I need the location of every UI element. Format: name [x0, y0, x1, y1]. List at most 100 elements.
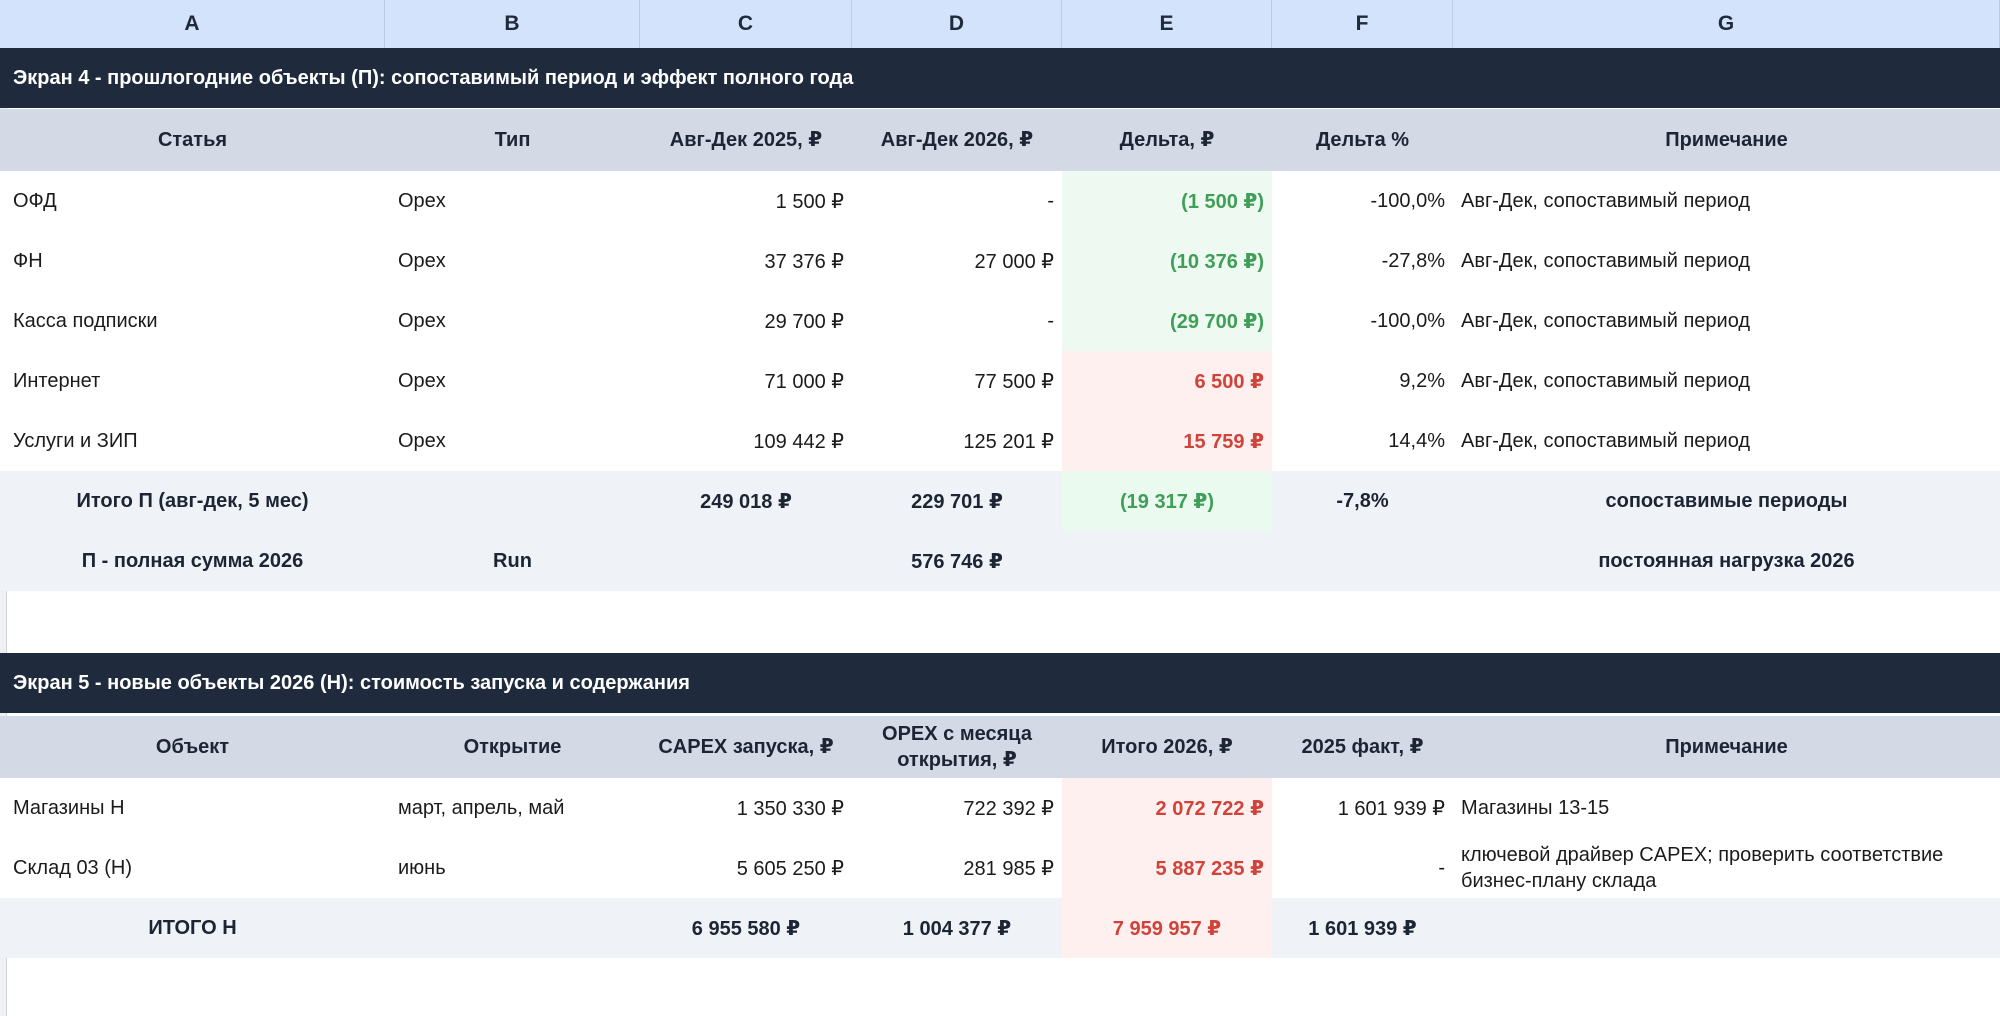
table-row[interactable]: ОФД Opex 1 500 ₽ - (1 500 ₽) -100,0% Авг… — [0, 171, 2000, 231]
cell-2025[interactable]: 71 000 ₽ — [764, 370, 844, 393]
cell-delta-pct[interactable]: -27,8% — [1381, 249, 1445, 272]
total-capex[interactable]: 6 955 580 ₽ — [691, 917, 801, 940]
cell-2025[interactable]: 29 700 ₽ — [764, 310, 844, 333]
full-label[interactable]: П - полная сумма 2026 — [81, 549, 304, 572]
column-header-bar: A B C D E F G — [0, 0, 2000, 49]
screen5-title: Экран 5 - новые объекты 2026 (Н): стоимо… — [13, 671, 690, 694]
table-row[interactable]: Склад 03 (Н) июнь 5 605 250 ₽ 281 985 ₽ … — [0, 838, 2000, 898]
column-header-b[interactable]: B — [385, 0, 640, 48]
cell-type[interactable]: Opex — [398, 189, 446, 212]
header-delta: Дельта, ₽ — [1119, 129, 1215, 151]
screen4-header-row[interactable]: Статья Тип Авг-Дек 2025, ₽ Авг-Дек 2026,… — [0, 109, 2000, 171]
full-note[interactable]: постоянная нагрузка 2026 — [1598, 549, 1855, 572]
total-2026[interactable]: 229 701 ₽ — [911, 490, 1003, 513]
cell-type[interactable]: Opex — [398, 369, 446, 392]
cell-capex[interactable]: 5 605 250 ₽ — [736, 857, 844, 880]
cell-note[interactable]: Авг-Дек, сопоставимый период — [1461, 190, 1751, 212]
cell-2025[interactable]: 109 442 ₽ — [753, 430, 844, 453]
total-delta[interactable]: (19 317 ₽) — [1062, 471, 1272, 531]
cell-opex[interactable]: 281 985 ₽ — [963, 857, 1054, 880]
cell-opex[interactable]: 722 392 ₽ — [963, 797, 1054, 820]
cell-delta-pct[interactable]: -100,0% — [1370, 309, 1446, 332]
cell-type[interactable]: Opex — [398, 249, 446, 272]
cell-2025[interactable]: 37 376 ₽ — [764, 250, 844, 273]
cell-capex[interactable]: 1 350 330 ₽ — [736, 797, 844, 820]
cell-type[interactable]: Opex — [398, 309, 446, 332]
total-2025[interactable]: 249 018 ₽ — [700, 490, 792, 513]
total-label[interactable]: Итого П (авг-дек, 5 мес) — [76, 489, 309, 512]
total-note[interactable]: сопоставимые периоды — [1605, 489, 1848, 512]
cell-delta[interactable]: (29 700 ₽) — [1062, 291, 1272, 351]
cell-opening[interactable]: март, апрель, май — [398, 796, 565, 819]
cell-2026[interactable]: 77 500 ₽ — [974, 370, 1054, 393]
screen4-full-year-row[interactable]: П - полная сумма 2026 Run 576 746 ₽ пост… — [0, 531, 2000, 591]
screen5-title-row[interactable]: Экран 5 - новые объекты 2026 (Н): стоимо… — [0, 653, 2000, 713]
cell-total-2026[interactable]: 2 072 722 ₽ — [1062, 778, 1272, 838]
cell-object[interactable]: Склад 03 (Н) — [13, 856, 133, 879]
cell-delta-pct[interactable]: 9,2% — [1399, 369, 1445, 392]
header-capex: CAPEX запуска, ₽ — [658, 736, 834, 758]
cell-item[interactable]: ФН — [13, 249, 43, 272]
cell-opening[interactable]: июнь — [398, 856, 446, 879]
cell-delta-pct[interactable]: -100,0% — [1370, 189, 1446, 212]
cell-item[interactable]: ОФД — [13, 189, 57, 212]
screen5-total-row[interactable]: ИТОГО Н 6 955 580 ₽ 1 004 377 ₽ 7 959 95… — [0, 898, 2000, 958]
cell-delta[interactable]: (10 376 ₽) — [1062, 231, 1272, 291]
screen4-title-row[interactable]: Экран 4 - прошлогодние объекты (П): сопо… — [0, 48, 2000, 108]
screen4-total-row[interactable]: Итого П (авг-дек, 5 мес) 249 018 ₽ 229 7… — [0, 471, 2000, 531]
cell-total-2026[interactable]: 5 887 235 ₽ — [1062, 838, 1272, 898]
header-2025: Авг-Дек 2025, ₽ — [669, 129, 823, 151]
full-2025[interactable] — [640, 531, 852, 591]
column-header-f[interactable]: F — [1272, 0, 1453, 48]
cell-object[interactable]: Магазины Н — [13, 796, 125, 819]
header-type: Тип — [494, 129, 531, 151]
cell-2026[interactable]: - — [1047, 309, 1054, 332]
cell-note[interactable]: Авг-Дек, сопоставимый период — [1461, 430, 1751, 452]
table-row[interactable]: Услуги и ЗИП Opex 109 442 ₽ 125 201 ₽ 15… — [0, 411, 2000, 471]
cell-item[interactable]: Касса подписки — [13, 309, 158, 332]
total-fact-2025[interactable]: 1 601 939 ₽ — [1308, 917, 1417, 940]
full-delta-pct[interactable] — [1272, 531, 1453, 591]
total-opex[interactable]: 1 004 377 ₽ — [902, 917, 1012, 940]
table-row[interactable]: ФН Opex 37 376 ₽ 27 000 ₽ (10 376 ₽) -27… — [0, 231, 2000, 291]
table-row[interactable]: Интернет Opex 71 000 ₽ 77 500 ₽ 6 500 ₽ … — [0, 351, 2000, 411]
header-note: Примечание — [1665, 736, 1788, 758]
cell-fact-2025[interactable]: - — [1438, 856, 1445, 879]
cell-delta[interactable]: 6 500 ₽ — [1062, 351, 1272, 411]
column-header-g[interactable]: G — [1453, 0, 2000, 48]
total-label[interactable]: ИТОГО Н — [148, 916, 237, 939]
cell-delta[interactable]: 15 759 ₽ — [1062, 411, 1272, 471]
cell-fact-2025[interactable]: 1 601 939 ₽ — [1337, 797, 1445, 820]
column-header-c[interactable]: C — [640, 0, 852, 48]
header-note: Примечание — [1665, 129, 1788, 151]
full-type[interactable]: Run — [493, 549, 532, 572]
cell-delta-pct[interactable]: 14,4% — [1388, 429, 1445, 452]
cell-2026[interactable]: 27 000 ₽ — [974, 250, 1054, 273]
table-row[interactable]: Касса подписки Opex 29 700 ₽ - (29 700 ₽… — [0, 291, 2000, 351]
cell-note[interactable]: Авг-Дек, сопоставимый период — [1461, 370, 1751, 392]
total-type[interactable] — [385, 471, 640, 531]
cell-type[interactable]: Opex — [398, 429, 446, 452]
full-delta[interactable] — [1062, 531, 1272, 591]
column-header-a[interactable]: A — [0, 0, 385, 48]
total-delta-pct[interactable]: -7,8% — [1336, 489, 1389, 512]
total-2026[interactable]: 7 959 957 ₽ — [1062, 898, 1272, 958]
cell-2025[interactable]: 1 500 ₽ — [775, 190, 844, 213]
cell-note[interactable]: Магазины 13-15 — [1461, 797, 1610, 819]
cell-2026[interactable]: - — [1047, 189, 1054, 212]
screen5-header-row[interactable]: Объект Открытие CAPEX запуска, ₽ OPEX с … — [0, 716, 2000, 778]
total-note[interactable] — [1453, 898, 2000, 958]
header-object: Объект — [155, 736, 230, 758]
column-header-e[interactable]: E — [1062, 0, 1272, 48]
cell-note[interactable]: Авг-Дек, сопоставимый период — [1461, 250, 1751, 272]
cell-2026[interactable]: 125 201 ₽ — [963, 430, 1054, 453]
full-2026[interactable]: 576 746 ₽ — [911, 550, 1003, 573]
column-header-d[interactable]: D — [852, 0, 1062, 48]
cell-delta[interactable]: (1 500 ₽) — [1062, 171, 1272, 231]
total-opening[interactable] — [385, 898, 640, 958]
cell-note[interactable]: ключевой драйвер CAPEX; проверить соотве… — [1461, 844, 1944, 892]
table-row[interactable]: Магазины Н март, апрель, май 1 350 330 ₽… — [0, 778, 2000, 838]
cell-item[interactable]: Услуги и ЗИП — [13, 429, 138, 452]
cell-item[interactable]: Интернет — [13, 369, 101, 392]
cell-note[interactable]: Авг-Дек, сопоставимый период — [1461, 310, 1751, 332]
